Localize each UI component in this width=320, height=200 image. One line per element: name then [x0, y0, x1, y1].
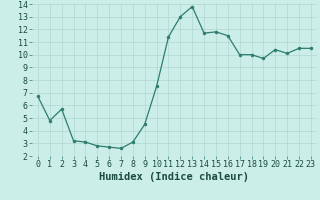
X-axis label: Humidex (Indice chaleur): Humidex (Indice chaleur) [100, 172, 249, 182]
